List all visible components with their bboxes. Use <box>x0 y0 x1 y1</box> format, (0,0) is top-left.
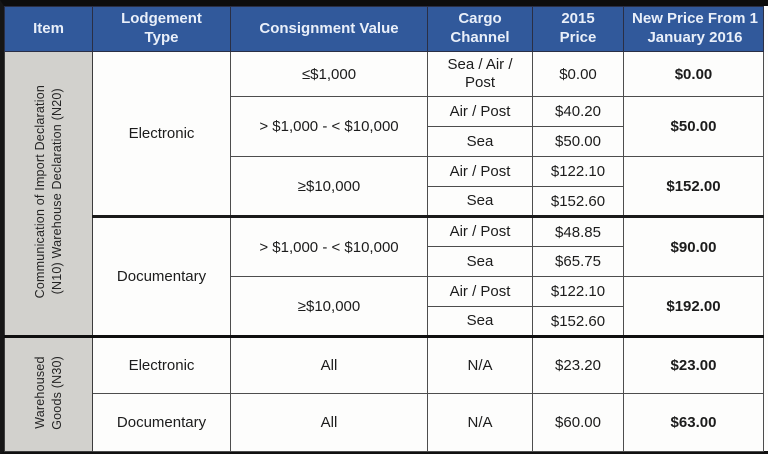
col-header-consignment-value: Consignment Value <box>230 6 428 52</box>
cargo-channel: N/A <box>427 393 533 452</box>
price-2015: $152.60 <box>532 306 624 337</box>
rotated-item-label: Communication of Import Declaration (N10… <box>32 84 64 299</box>
col-header-cargo-channel: Cargo Channel <box>427 6 533 52</box>
col-header-lodgement-type: Lodgement Type <box>92 6 231 52</box>
new-price: $23.00 <box>623 335 764 394</box>
new-price: $152.00 <box>623 156 764 217</box>
new-price: $0.00 <box>623 51 764 97</box>
lodgement-electronic: Electronic <box>92 51 231 217</box>
import-declaration-fee-table: Item Lodgement Type Consignment Value Ca… <box>4 6 764 452</box>
cargo-channel: Sea <box>427 246 533 277</box>
cargo-channel: Air / Post <box>427 276 533 307</box>
cargo-channel: Sea <box>427 126 533 157</box>
rotated-item-label: Warehoused Goods (N30) <box>32 355 64 430</box>
table-row: ≥$10,000 Air / Post $122.10 $152.00 <box>5 156 764 217</box>
price-2015: $122.10 <box>532 276 624 307</box>
item-group-n30: Warehoused Goods (N30) <box>4 335 93 452</box>
price-2015: $65.75 <box>532 246 624 277</box>
table-row: Sea $50.00 <box>5 126 764 157</box>
price-2015: $152.60 <box>532 186 624 217</box>
table-row: Communication of Import Declaration (N10… <box>4 51 764 337</box>
cargo-channel: Sea / Air / Post <box>427 51 533 97</box>
col-header-new-price: New Price From 1 January 2016 <box>623 6 764 52</box>
new-price: $90.00 <box>623 215 764 277</box>
price-2015: $60.00 <box>532 393 624 452</box>
cargo-channel: Sea <box>427 186 533 217</box>
price-2015: $0.00 <box>532 51 624 97</box>
consignment-band: ≥$10,000 <box>230 276 428 337</box>
table-row: Sea $152.60 <box>5 186 764 217</box>
price-2015: $23.20 <box>532 335 624 394</box>
table-row: Documentary All N/A $60.00 $63.00 <box>5 393 764 452</box>
table-row: Sea $152.60 <box>5 306 764 337</box>
col-header-item: Item <box>4 6 93 52</box>
consignment-band: > $1,000 - < $10,000 <box>230 96 428 157</box>
lodgement-documentary: Documentary <box>92 215 231 337</box>
lodgement-electronic: Electronic <box>92 335 231 394</box>
col-header-2015-price: 2015 Price <box>532 6 624 52</box>
cargo-channel: Sea <box>427 306 533 337</box>
table-row: > $1,000 - < $10,000 Air / Post $40.20 $… <box>5 96 764 157</box>
item-group-n10-n20: Communication of Import Declaration (N10… <box>4 51 93 337</box>
new-price: $192.00 <box>623 276 764 337</box>
consignment-band: > $1,000 - < $10,000 <box>230 215 428 277</box>
table-row: Documentary > $1,000 - < $10,000 Air / P… <box>5 215 764 337</box>
lodgement-documentary: Documentary <box>92 393 231 452</box>
table-row: ≥$10,000 Air / Post $122.10 $192.00 <box>5 276 764 337</box>
consignment-band: ≤$1,000 <box>230 51 428 97</box>
cargo-channel: N/A <box>427 335 533 394</box>
table-row: Sea $65.75 <box>5 246 764 277</box>
table-row: Warehoused Goods (N30) Electronic All N/… <box>4 335 764 452</box>
new-price: $63.00 <box>623 393 764 452</box>
new-price: $50.00 <box>623 96 764 157</box>
price-2015: $122.10 <box>532 156 624 187</box>
price-2015: $48.85 <box>532 215 624 247</box>
header-row: Item Lodgement Type Consignment Value Ca… <box>4 6 764 52</box>
cargo-channel: Air / Post <box>427 96 533 127</box>
price-2015: $40.20 <box>532 96 624 127</box>
cargo-channel: Air / Post <box>427 215 533 247</box>
price-2015: $50.00 <box>532 126 624 157</box>
consignment-band: All <box>230 393 428 452</box>
consignment-band: All <box>230 335 428 394</box>
consignment-band: ≥$10,000 <box>230 156 428 217</box>
cargo-channel: Air / Post <box>427 156 533 187</box>
